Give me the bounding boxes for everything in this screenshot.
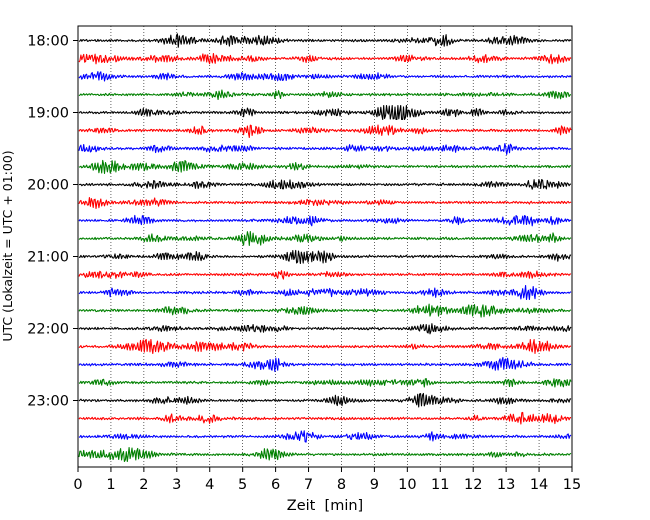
x-axis-ticks: 0 1 2 3 4 5 6 7 8 9 10 11 12 13 14 15	[73, 467, 581, 493]
trace-2200	[78, 323, 572, 335]
trace-1945	[78, 159, 572, 175]
x-tick-label-8: 8	[337, 477, 346, 493]
trace-group	[78, 33, 572, 463]
x-tick-label-11: 11	[431, 477, 449, 493]
trace-2015	[78, 197, 572, 210]
trace-1930	[78, 143, 572, 155]
trace-2300	[78, 392, 572, 408]
x-tick-label-7: 7	[304, 477, 313, 493]
trace-2145	[78, 303, 572, 318]
y-tick-label-5: 23:00	[27, 394, 69, 410]
trace-2115	[78, 270, 572, 280]
x-axis-title: Zeit [min]	[287, 498, 363, 514]
trace-2100	[78, 249, 572, 265]
trace-2000	[78, 179, 572, 190]
trace-1830	[78, 71, 572, 82]
trace-1915	[78, 124, 572, 139]
y-tick-label-0: 18:00	[27, 34, 69, 50]
trace-2315	[78, 411, 572, 425]
trace-1900	[78, 104, 572, 121]
x-tick-label-3: 3	[172, 477, 181, 493]
trace-1845	[78, 89, 572, 101]
x-tick-label-2: 2	[139, 477, 148, 493]
y-axis-title: UTC (Lokalzeit = UTC + 01:00)	[0, 150, 15, 341]
trace-2130	[78, 284, 572, 301]
x-tick-label-15: 15	[563, 477, 581, 493]
trace-2330	[78, 430, 572, 443]
trace-2230	[78, 356, 572, 373]
trace-1800	[78, 33, 572, 48]
trace-1815	[78, 52, 572, 65]
plot-frame	[77, 25, 573, 468]
x-tick-label-12: 12	[464, 477, 482, 493]
trace-2345	[78, 446, 572, 463]
plot-background	[78, 26, 572, 467]
y-tick-label-4: 22:00	[27, 322, 69, 338]
x-tick-label-4: 4	[205, 477, 214, 493]
x-tick-label-0: 0	[73, 477, 82, 493]
x-tick-label-5: 5	[238, 477, 247, 493]
x-tick-label-9: 9	[370, 477, 379, 493]
x-tick-label-13: 13	[497, 477, 515, 493]
y-axis-ticks: 18:00 19:00 20:00 21:00 22:00 23:00	[27, 34, 78, 410]
trace-2245	[78, 378, 572, 388]
trace-2030	[78, 214, 572, 227]
y-tick-label-3: 21:00	[27, 250, 69, 266]
x-tick-label-14: 14	[530, 477, 548, 493]
y-tick-label-2: 20:00	[27, 178, 69, 194]
y-tick-label-1: 19:00	[27, 106, 69, 122]
trace-2215	[78, 338, 571, 355]
trace-2045	[78, 230, 572, 247]
x-tick-label-10: 10	[398, 477, 416, 493]
x-tick-label-1: 1	[106, 477, 115, 493]
x-tick-label-6: 6	[271, 477, 280, 493]
